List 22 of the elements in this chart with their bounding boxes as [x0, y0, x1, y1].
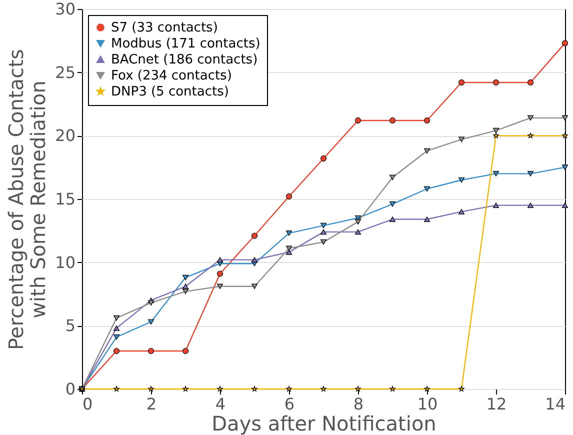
x-tick-label: 0 [82, 394, 93, 414]
legend-label: DNP3 (5 contacts) [111, 84, 229, 100]
y-tick-label: 0 [65, 380, 76, 398]
y-tick-label: 30 [55, 0, 76, 18]
y-tick-label: 20 [55, 126, 76, 146]
y-tick-label: 15 [55, 190, 76, 208]
x-tick-label: 14 [545, 394, 566, 414]
legend-label: BACnet (186 contacts) [111, 52, 258, 68]
legend-label: Fox (234 contacts) [111, 68, 232, 84]
x-tick-label: 2 [146, 394, 157, 414]
y-tick-label: 25 [55, 62, 76, 82]
x-tick-label: 12 [486, 394, 507, 414]
y-tick-label: 5 [65, 316, 76, 336]
y-axis-title: Percentage of Abuse Contacts with Some Remediation [4, 49, 50, 350]
x-tick-label: 4 [215, 394, 226, 414]
legend-label: S7 (33 contacts) [111, 20, 218, 36]
x-tick-label: 6 [284, 394, 295, 414]
x-axis-title: Days after Notification [212, 412, 436, 435]
x-tick-label: 8 [353, 394, 364, 414]
legend-label: Modbus (171 contacts) [111, 36, 260, 52]
y-tick-label: 10 [55, 252, 76, 272]
x-tick-label: 10 [417, 394, 438, 414]
